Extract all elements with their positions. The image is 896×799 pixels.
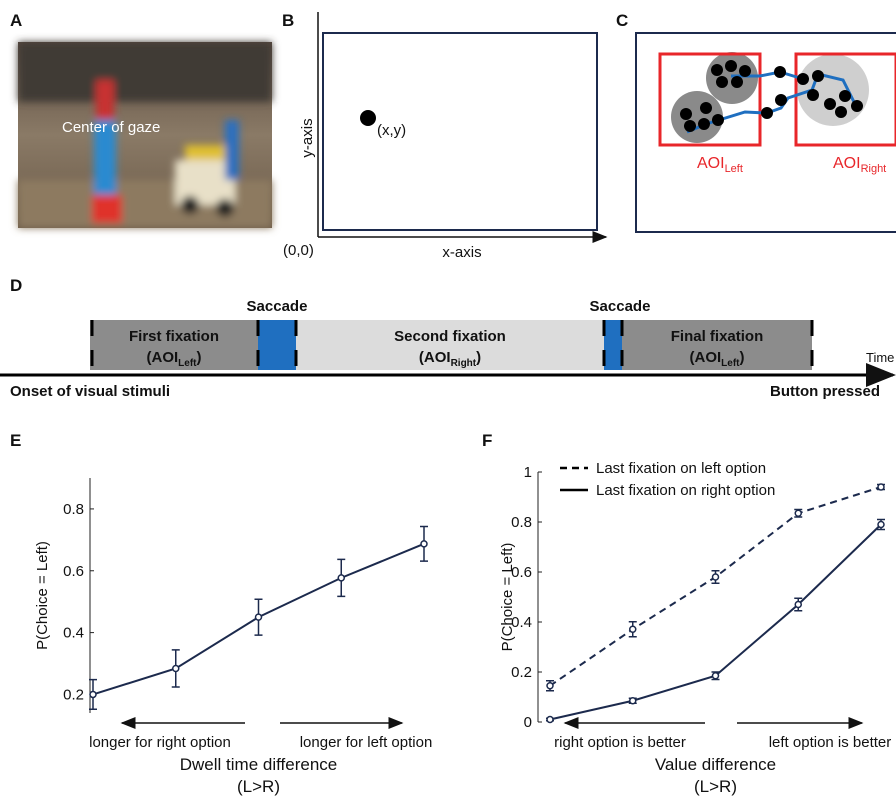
aoi-sub: Left [178, 358, 197, 369]
x-axis-note: (L>R) [237, 777, 280, 796]
aoi: AOI [697, 155, 725, 172]
x-axis-label: Dwell time difference [180, 755, 337, 774]
x-axis-label: Value difference [655, 755, 776, 774]
legend-label: Last fixation on left option [596, 460, 766, 477]
marker [173, 665, 179, 671]
y-tick-label: 0.4 [63, 625, 84, 642]
marker [795, 602, 801, 608]
segment-name: Final fixation [671, 328, 764, 345]
origin-label: (0,0) [283, 242, 314, 259]
aoi-sub: Right [451, 358, 477, 369]
marker [878, 522, 884, 528]
y-tick-label: 0.6 [63, 563, 84, 580]
panel-c: AOILeft AOIRight [636, 33, 896, 232]
marker [878, 484, 884, 490]
marker [421, 541, 427, 547]
legend-label: Last fixation on right option [596, 482, 775, 499]
photo: Center of gaze [18, 42, 272, 228]
y-tick-label: 1 [524, 464, 532, 481]
aoi-sub: Left [725, 163, 743, 175]
aoi-sub: Left [721, 358, 740, 369]
panel-b: (x,y) y-axis x-axis (0,0) [283, 12, 606, 261]
marker [338, 575, 344, 581]
y-tick-label: 0.2 [511, 664, 532, 681]
y-axis-label: P(Choice = Left) [34, 541, 51, 650]
data-line [550, 525, 881, 720]
axis-label: x-axis [442, 244, 481, 261]
saccade-label: Saccade [590, 298, 651, 315]
saccade-label: Saccade [247, 298, 308, 315]
caption: Center of gaze [62, 119, 160, 136]
marker [795, 510, 801, 516]
y-tick-label: 0.2 [63, 686, 84, 703]
marker [630, 626, 636, 632]
marker [713, 673, 719, 679]
direction-label: longer for left option [300, 734, 433, 751]
aoi-label: AOILeft [697, 155, 743, 175]
axis-label: y-axis [299, 118, 316, 157]
marker [547, 717, 553, 723]
aoi: AOI [833, 155, 861, 172]
time-label: Time [866, 350, 894, 365]
marker [256, 614, 262, 620]
segment-name: Second fixation [394, 328, 506, 345]
aoi-label: AOIRight [833, 155, 886, 175]
panel-label: C [616, 11, 628, 30]
aoi: AOI [151, 349, 178, 366]
point-label: (x,y) [377, 122, 406, 139]
direction-label: longer for right option [89, 734, 231, 751]
panel-label: D [10, 276, 22, 295]
figure: A B C D E F Center of gaze (x,y) y-axis … [0, 0, 896, 799]
marker [713, 574, 719, 580]
y-tick-label: 0.8 [511, 514, 532, 531]
y-tick-label: 0 [524, 714, 532, 731]
panel-label: B [282, 11, 294, 30]
marker [547, 683, 553, 689]
segment-name: First fixation [129, 328, 219, 345]
direction-label: left option is better [769, 734, 892, 751]
aoi: AOI [694, 349, 721, 366]
aoi: AOI [424, 349, 451, 366]
x-axis-note: (L>R) [694, 777, 737, 796]
start-label: Onset of visual stimuli [10, 383, 170, 400]
y-axis-label: P(Choice = Left) [499, 543, 516, 652]
panel-label: E [10, 431, 21, 450]
panel-d: First fixation (AOILeft) Second fixation… [0, 298, 894, 400]
data-line [550, 487, 881, 686]
marker [630, 698, 636, 704]
panel-label: A [10, 11, 22, 30]
y-tick-label: 0.8 [63, 501, 84, 518]
direction-label: right option is better [554, 734, 686, 751]
aoi-sub: Right [861, 163, 887, 175]
end-label: Button pressed [770, 383, 880, 400]
panel-label: F [482, 431, 492, 450]
marker [90, 691, 96, 697]
